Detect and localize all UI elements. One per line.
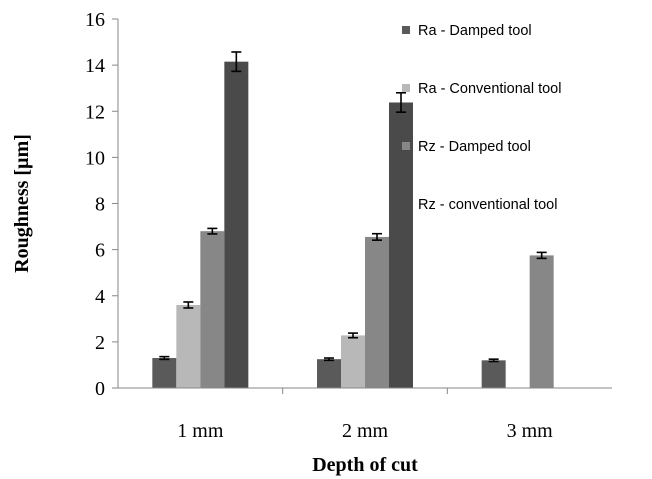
bar — [481, 360, 506, 388]
legend-label: Ra - Conventional tool — [418, 81, 561, 97]
bar — [200, 231, 225, 388]
bar — [224, 61, 249, 389]
bar — [341, 335, 365, 388]
x-tick-label: 2 mm — [342, 420, 389, 442]
y-tick-label: 12 — [85, 101, 105, 123]
legend-label: Ra - Damped tool — [418, 23, 532, 39]
y-axis-title: Roughness [µm] — [11, 134, 33, 273]
y-axis-ticks: 0 2 4 6 8 10 12 14 16 — [85, 9, 118, 400]
bar — [529, 255, 554, 388]
legend-label: Rz - Damped tool — [418, 139, 531, 155]
x-tick-label: 1 mm — [177, 420, 224, 442]
bars — [152, 61, 554, 389]
x-axis-title: Depth of cut — [312, 454, 418, 476]
bar — [176, 304, 201, 388]
y-tick-label: 2 — [95, 332, 105, 354]
y-tick-label: 14 — [85, 55, 105, 77]
legend-swatch — [402, 200, 410, 208]
legend: Ra - Damped tool Ra - Conventional tool Rz… — [402, 23, 561, 213]
y-tick-label: 8 — [95, 194, 105, 216]
bar — [389, 102, 413, 388]
y-tick-label: 10 — [85, 147, 105, 169]
error-bars — [159, 51, 547, 363]
y-tick-label: 0 — [95, 378, 105, 400]
legend-swatch — [402, 84, 410, 92]
x-tick-label: 3 mm — [507, 420, 554, 442]
bar — [152, 358, 177, 388]
legend-swatch — [402, 142, 410, 150]
y-tick-label: 6 — [95, 240, 105, 262]
bar — [365, 236, 389, 388]
y-tick-label: 4 — [95, 286, 105, 308]
legend-swatch — [402, 26, 410, 34]
x-axis-ticks: 1 mm 2 mm 3 mm — [177, 388, 553, 442]
legend-label: Rz - conventional tool — [418, 197, 557, 213]
bar — [317, 359, 341, 388]
y-tick-label: 16 — [85, 9, 105, 31]
